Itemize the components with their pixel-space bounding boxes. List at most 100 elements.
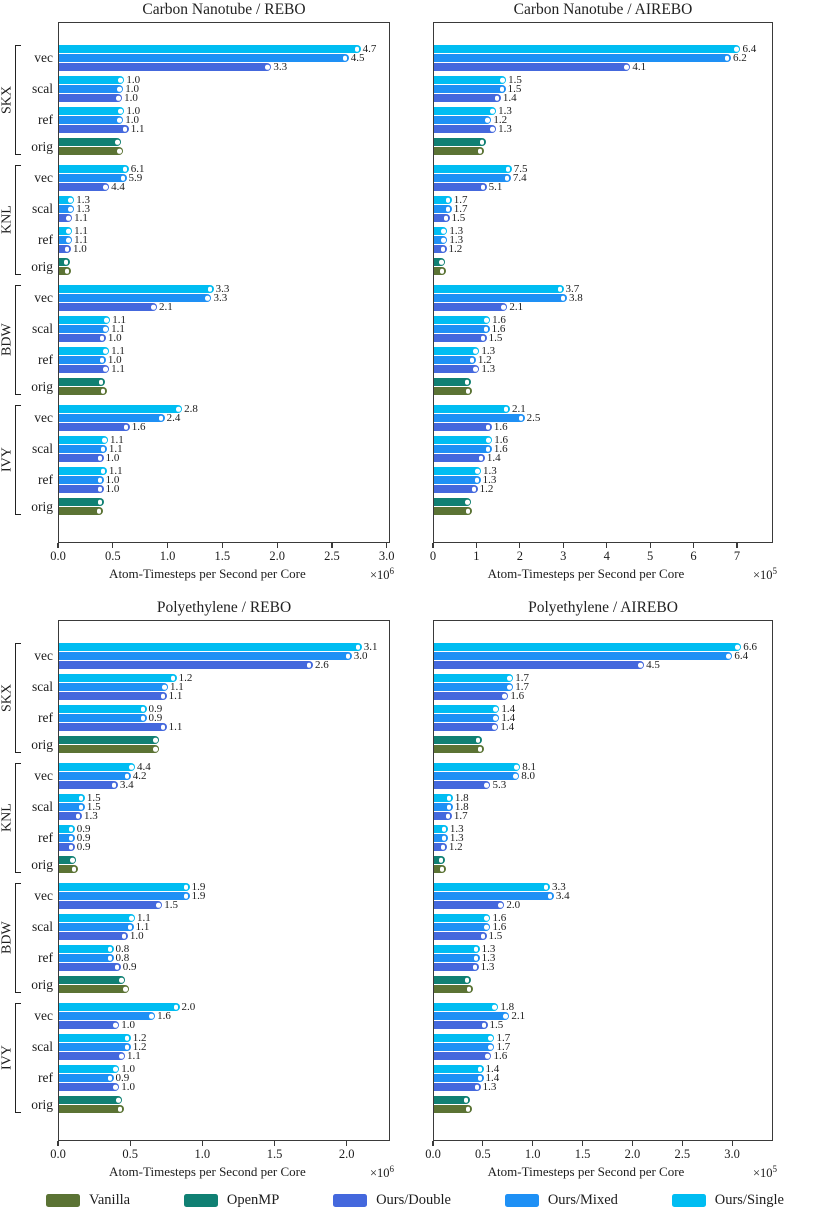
bar-mixed (59, 923, 134, 931)
bar-line: 1.3 (434, 106, 772, 117)
bar-line (434, 138, 772, 146)
measurement-dot (78, 804, 84, 810)
x-tick-label: 1.5 (214, 549, 231, 563)
bar-value-label: 1.6 (157, 1010, 171, 1022)
bar-value-label: 1.4 (502, 92, 517, 104)
bar-line: 1.2 (434, 354, 772, 366)
bar-value-label: 3.3 (551, 881, 566, 893)
x-axis: 0.0 0.5 1.0 1.5 2.0 2.5 3.0 Atom-Timesteps per … (50, 543, 395, 589)
bar-value-label: 1.6 (492, 921, 507, 933)
bar-line (434, 976, 772, 984)
bar-value-label: 4.5 (646, 659, 660, 671)
chart-carbon-nanotube-airebo: Carbon Nanotube / AIREBO 6.4 6.2 4.1 1.5 1.5 1… (412, 0, 777, 589)
bar-line: 1.7 (434, 811, 772, 822)
measurement-dot (123, 986, 128, 992)
measurement-dot (118, 108, 123, 114)
bar-mixed (59, 294, 212, 302)
measurement-dot (499, 86, 505, 92)
bar-single (434, 196, 452, 204)
bar-row-orig (434, 498, 772, 515)
measurement-dot (440, 246, 446, 252)
bar-row-ref: 1.0 0.9 1.0 (59, 1064, 389, 1093)
bar-line (434, 865, 772, 873)
bar-value-label: 1.6 (131, 421, 146, 433)
bar-row-ref: 1.3 1.3 1.3 (434, 944, 772, 973)
bar-double (59, 812, 82, 820)
bar-value-label: 1.3 (449, 832, 464, 844)
measurement-dot (124, 773, 130, 779)
legend-swatch-mixed (504, 1194, 539, 1207)
bar-value-label: 3.3 (215, 283, 230, 295)
bar-mixed (59, 803, 85, 811)
bar-mixed (434, 714, 500, 722)
bar-line: 1.9 (59, 891, 389, 902)
row-label-scal: scal (32, 441, 53, 456)
bar-value-label: 1.2 (132, 1041, 147, 1053)
bar-value-label: 1.6 (491, 323, 506, 335)
bar-value-label: 1.3 (481, 952, 496, 964)
bar-line: 2.1 (434, 404, 772, 415)
x-tick-label: 3 (560, 549, 567, 563)
bar-value-label: 3.3 (213, 292, 228, 304)
measurement-dot (140, 706, 146, 712)
measurement-dot (78, 795, 84, 801)
bar-value-label: 3.8 (568, 292, 583, 304)
bar-value-label: 1.0 (125, 83, 139, 95)
bar-value-label: 1.2 (477, 354, 492, 366)
measurement-dot (96, 508, 102, 514)
measurement-dot (473, 348, 478, 354)
bar-value-label: 1.1 (111, 345, 125, 357)
bar-value-label: 2.1 (509, 301, 524, 313)
measurement-dot (464, 379, 470, 385)
bar-single (434, 227, 448, 235)
measurement-dot (102, 437, 107, 443)
bar-vanilla (434, 147, 484, 155)
bar-mixed (434, 414, 525, 422)
bar-line: 2.5 (434, 413, 772, 424)
multiplier-base: ×10 (369, 568, 390, 583)
bar-mixed (434, 954, 480, 962)
measurement-dot (441, 835, 447, 841)
bar-double (59, 661, 313, 669)
bar-value-label: 4.7 (362, 43, 377, 55)
measurement-dot (113, 1084, 118, 1090)
measurement-dot (477, 746, 483, 752)
x-axis: 0 1 2 3 4 5 6 7 Atom-Timesteps per Second per Co… (430, 543, 777, 589)
measurement-dot (480, 184, 486, 190)
bar-value-label: 1.9 (191, 881, 206, 893)
measurement-dot (445, 813, 451, 819)
measurement-dot (438, 857, 444, 863)
bar-value-label: 1.0 (129, 930, 144, 942)
measurement-dot (492, 724, 497, 730)
measurement-dot (513, 773, 518, 779)
x-tick-label: 2 (516, 549, 523, 563)
legend-item-single: Ours/Single (671, 1192, 784, 1209)
x-tick-label: 0.5 (104, 549, 121, 563)
bar-line: 1.3 (434, 952, 772, 964)
bar-double (59, 334, 106, 342)
measurement-dot (153, 746, 158, 752)
bar-group-bdw: 3.7 3.8 2.1 1.6 1.6 1.5 1.3 1.2 1.3 (434, 284, 772, 395)
bar-value-label: 1.3 (76, 203, 90, 215)
measurement-dot (471, 486, 477, 492)
bar-value-label: 1.7 (515, 681, 530, 693)
row-label-vec: vec (34, 888, 53, 903)
bar-row-scal: 1.7 1.7 1.6 (434, 1033, 772, 1062)
bar-line: 1.7 (434, 1033, 772, 1044)
bar-single (434, 674, 514, 682)
bar-value-label: 0.9 (76, 841, 91, 853)
bar-single (59, 285, 214, 293)
legend-item-mixed: Ours/Mixed (504, 1192, 618, 1209)
bar-vanilla (59, 865, 78, 873)
bar-value-label: 1.4 (485, 1072, 500, 1084)
measurement-dot (113, 1022, 118, 1028)
measurement-dot (500, 77, 505, 83)
bar-single (59, 347, 110, 355)
multiplier-base: ×10 (752, 1166, 773, 1181)
measurement-dot (445, 206, 451, 212)
bar-mixed (434, 205, 452, 213)
bar-line: 1.6 (434, 913, 772, 924)
measurement-dot (162, 684, 167, 690)
measurement-dot (183, 884, 189, 890)
measurement-dot (445, 197, 451, 203)
